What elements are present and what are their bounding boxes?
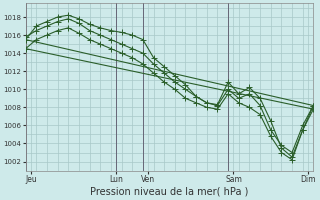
X-axis label: Pression niveau de la mer( hPa ): Pression niveau de la mer( hPa ) (90, 187, 249, 197)
